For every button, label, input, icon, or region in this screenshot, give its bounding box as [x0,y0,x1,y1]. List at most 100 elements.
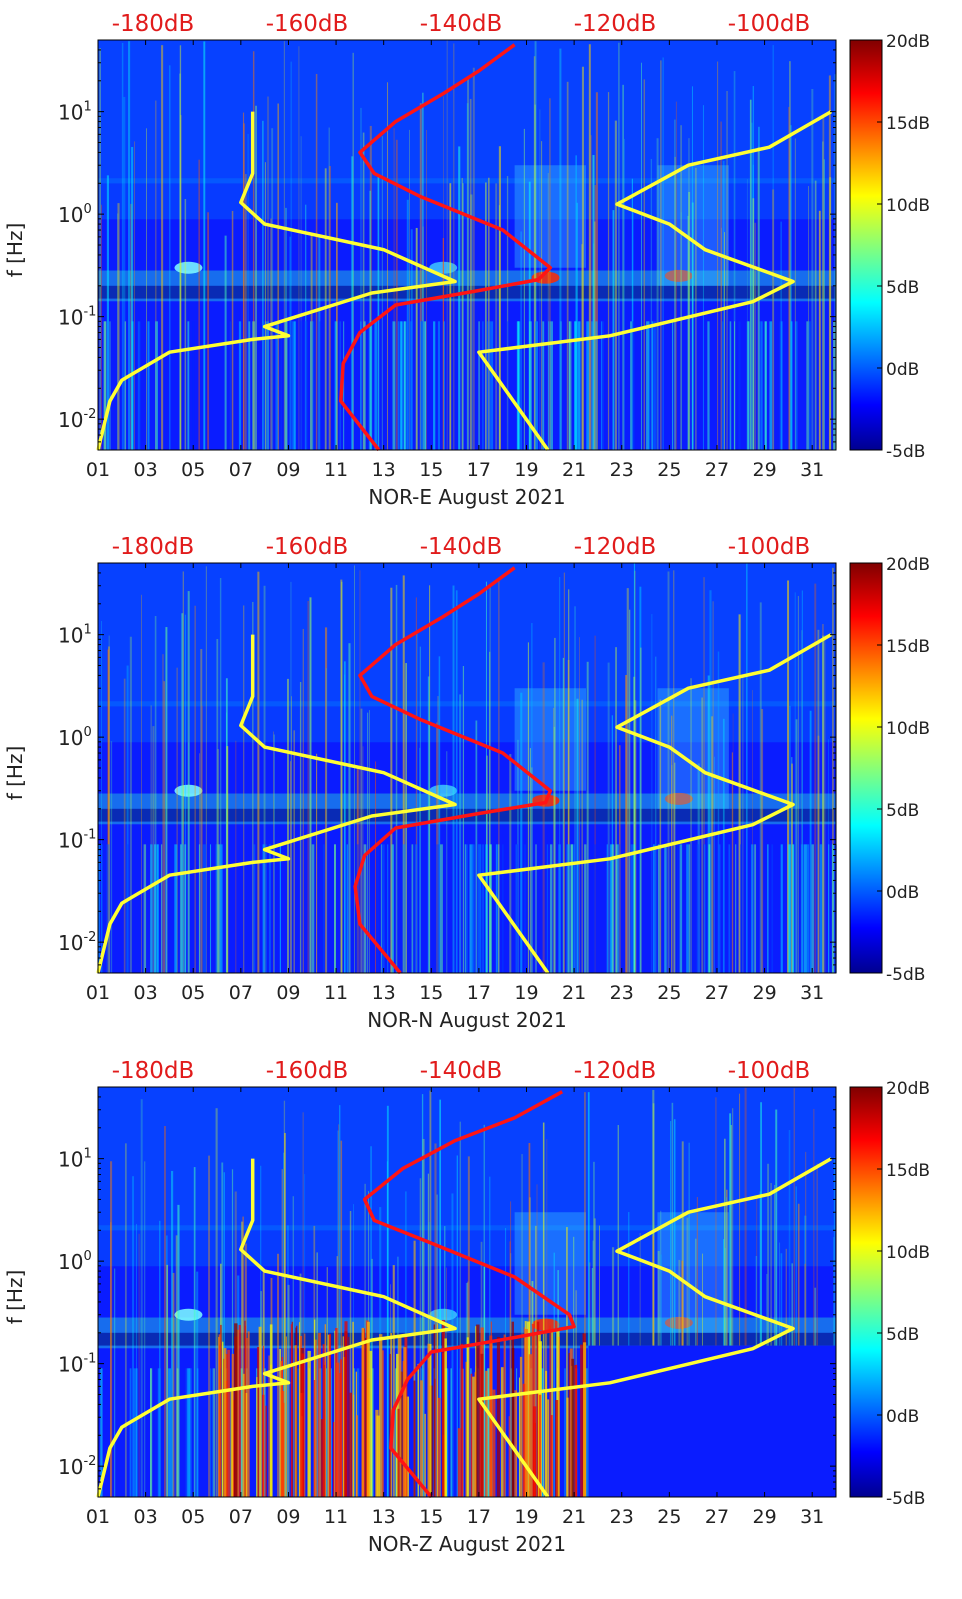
top-db-label: -140dB [420,1058,503,1084]
spectrogram-lowfreq-streak [394,1368,398,1497]
spectrogram-streak [131,146,134,451]
spectrogram-streak [340,581,343,973]
spectrogram-noise-streak [230,1388,233,1497]
spectrogram-streak [472,67,475,451]
spectrogram-lowfreq-streak [139,321,141,450]
spectrogram-lowfreq-streak [754,844,757,973]
spectrogram-streak [247,133,249,450]
x-tick-label: 03 [134,1506,158,1528]
x-tick-label: 31 [800,982,824,1004]
spectrogram-streak [742,674,744,973]
spectrogram-lowfreq-streak [238,321,242,450]
y-tick-exponent: 0 [83,1249,91,1264]
spectrogram-streak [215,1108,218,1497]
spectrogram-streak [281,1169,283,1497]
spectrogram-streak [546,1139,548,1497]
spectrogram-lowfreq-streak [155,1368,157,1497]
spectrogram-streak [451,1193,454,1497]
spectrogram-noise-streak [436,1323,439,1497]
colorbar-label: 20dB [886,555,930,575]
spectrogram-lowfreq-streak [125,844,129,973]
spectrogram-lowfreq-streak [288,321,291,450]
spectrogram-streak [114,1268,116,1497]
spectrogram-noise-streak [508,1416,510,1497]
spectrogram-streak [328,166,331,450]
spectrogram-streak [462,183,464,450]
spectrogram-streak [633,676,636,973]
spectrogram-streak [290,61,292,450]
y-tick-label: 100 [58,1249,92,1274]
spectrogram-noise-streak [466,1337,469,1497]
spectrogram-heatmap [98,1086,836,1497]
spectrogram-streak [542,662,545,973]
spectrogram-lowfreq-streak [595,321,598,450]
spectrogram-lowfreq-streak [103,321,106,450]
spectrogram-streak [495,183,498,451]
spectrogram-streak [554,637,556,973]
spectrogram-lowfreq-streak [263,321,265,450]
spectrogram-blob [664,1316,693,1329]
spectrogram-noise-streak [472,1376,475,1497]
spectrogram-streak [611,715,613,973]
spectrogram-lowfreq-streak [571,844,573,973]
spectrogram-streak [155,100,157,450]
spectrogram-streak [231,1169,234,1497]
spectrogram-streak [791,763,793,973]
spectrogram-streak [834,74,837,451]
spectrogram-streak [814,180,817,450]
spectrogram-streak [832,567,834,973]
spectrogram-streak [634,700,637,973]
spectrogram-streak [822,117,825,450]
spectrogram-lowfreq-streak [535,844,537,973]
spectrogram-streak [177,1204,180,1497]
colorbar-label: 10dB [886,1243,930,1263]
spectrogram-streak [761,709,764,973]
spectrogram-lowfreq-streak [331,321,334,450]
y-tick-exponent: 0 [83,725,91,740]
spectrogram-noise-streak [223,1348,227,1497]
x-tick-label: 13 [372,1506,396,1528]
spectrogram-noise-streak [547,1399,550,1497]
y-tick-label: 101 [58,100,92,125]
spectrogram-streak [136,1223,137,1497]
spectrogram-streak [184,614,186,973]
spectrogram-noise-streak [265,1405,267,1497]
spectrogram-streak [194,605,196,973]
spectrogram-heatmap [98,562,837,973]
spectrogram-streak [123,678,126,973]
colorbar-label: 5dB [886,801,919,821]
spectrogram-lowfreq-streak [469,844,472,973]
spectrogram-lowfreq-streak [718,844,721,973]
spectrogram-streak [673,570,675,973]
spectrogram-streak [267,96,269,450]
spectrogram-lowfreq-streak [168,1368,172,1497]
spectrogram-streak [419,103,422,451]
spectrogram-streak [824,635,826,973]
spectrogram-streak [462,665,465,973]
spectrogram-lowfreq-streak [262,844,265,973]
spectrogram-streak [673,1119,676,1497]
spectrogram-streak [549,98,551,450]
spectrogram-streak [521,1154,523,1497]
spectrogram-lowfreq-streak [268,844,271,973]
spectrogram-lowfreq-streak [795,321,798,450]
spectrogram-streak [721,227,722,450]
spectrogram-streak [241,1221,244,1497]
x-tick-label: 05 [181,982,205,1004]
spectrogram-streak [421,1094,424,1497]
spectrogram-lowfreq-streak [176,1368,180,1497]
spectrogram-streak [485,581,487,973]
spectrogram-lowfreq-streak [143,844,147,973]
spectrogram-streak [509,754,512,973]
spectrogram-streak [622,84,624,451]
top-db-label: -180dB [112,11,195,37]
y-tick-exponent: -2 [83,1454,96,1469]
spectrogram-streak [216,639,219,973]
spectrogram-noise-streak [398,1337,402,1497]
spectrogram-lowfreq-streak [108,844,110,973]
spectrogram-noise-streak [496,1336,500,1497]
spectrogram-streak [175,1235,178,1497]
spectrogram-lowfreq-streak [391,844,394,973]
spectrogram-streak [520,231,523,450]
